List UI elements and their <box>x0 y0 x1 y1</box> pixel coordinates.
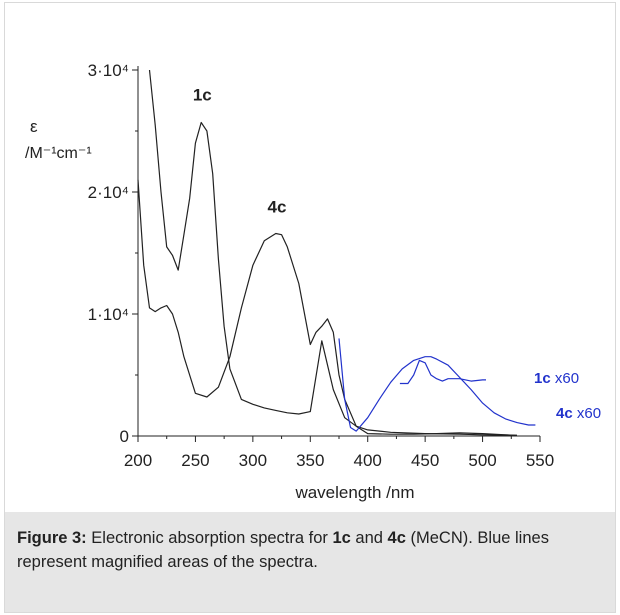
x-tick-label: 200 <box>124 451 152 470</box>
peak-label: 4c <box>268 198 287 217</box>
series-label: 4c x60 <box>556 405 601 422</box>
caption-text-2: and <box>350 529 388 547</box>
x-tick-label: 350 <box>296 451 324 470</box>
x-tick-label: 450 <box>411 451 439 470</box>
series-label: 1c x60 <box>534 370 579 387</box>
series-label-factor: x60 <box>573 405 601 422</box>
x-tick-label: 250 <box>181 451 209 470</box>
x-tick-label: 300 <box>239 451 267 470</box>
series-line-2 <box>137 179 518 436</box>
figure-caption: Figure 3: Electronic absorption spectra … <box>5 512 615 612</box>
series-line-4 <box>338 338 536 432</box>
x-tick-label: 550 <box>526 451 554 470</box>
x-axis-title: wavelength /nm <box>294 483 414 502</box>
caption-label: Figure 3: <box>17 529 87 547</box>
caption-text-1: Electronic absorption spectra for <box>86 529 333 547</box>
absorption-chart: 200 250 300 350 400 450 500 550 0 1·10⁴ 2·10⁴ 3·10⁴… <box>25 61 601 502</box>
series-label-factor: x60 <box>551 370 579 387</box>
series-line-1 <box>148 69 518 436</box>
caption-text-3: (MeCN). Blue lines represent magnified a… <box>17 529 549 571</box>
y-axis-unit: /M⁻¹cm⁻¹ <box>25 145 92 162</box>
x-tick-label: 500 <box>468 451 496 470</box>
y-tick-label: 2·10⁴ <box>88 183 129 202</box>
series-line-3 <box>399 359 486 385</box>
figure-frame <box>4 2 616 613</box>
y-axis-symbol: ε <box>30 117 38 136</box>
y-tick-label: 1·10⁴ <box>88 305 129 324</box>
peak-label: 1c <box>193 86 212 105</box>
chart-axes: 200 250 300 350 400 450 500 550 0 1·10⁴ 2·10⁴ 3·10⁴… <box>25 61 554 502</box>
caption-compound-1: 1c <box>332 529 351 547</box>
y-tick-label: 3·10⁴ <box>88 61 129 80</box>
y-tick-label: 0 <box>120 427 129 446</box>
series-label-compound: 1c <box>534 370 551 387</box>
caption-compound-2: 4c <box>387 529 406 547</box>
chart-series <box>137 69 536 436</box>
x-tick-label: 400 <box>354 451 382 470</box>
series-label-compound: 4c <box>556 405 573 422</box>
